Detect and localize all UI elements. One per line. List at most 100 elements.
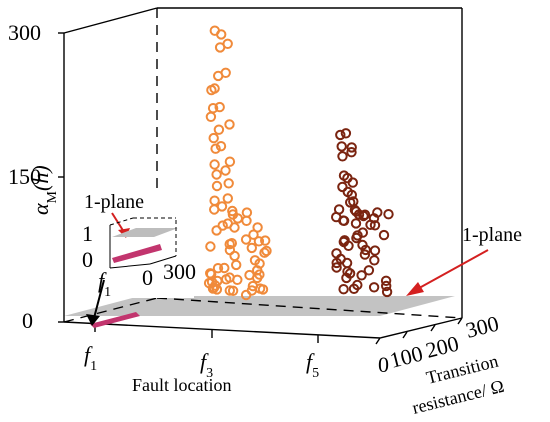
data-point-f5 xyxy=(343,240,354,252)
inset-y-tick-1: 1 xyxy=(82,221,93,246)
data-point-f3 xyxy=(222,38,233,49)
data-point-f3 xyxy=(259,247,270,258)
data-point-f5 xyxy=(359,249,371,260)
data-point-f5 xyxy=(345,197,356,208)
data-point-f5 xyxy=(359,209,371,220)
z-tick-label-100: 100 xyxy=(387,341,425,373)
data-point-f3 xyxy=(208,132,219,144)
data-point-f5 xyxy=(356,270,367,281)
z-axis-label-line2: resistance/ Ω xyxy=(410,376,506,418)
data-point-f5 xyxy=(383,209,394,220)
data-point-f3 xyxy=(214,101,225,113)
data-point-f3 xyxy=(232,213,244,224)
data-point-f3 xyxy=(215,141,227,152)
data-point-f5 xyxy=(365,219,376,231)
data-point-f3 xyxy=(220,165,231,176)
data-point-f5 xyxy=(357,227,368,238)
data-point-f5 xyxy=(358,210,369,222)
plane-annotation-arrow xyxy=(411,249,489,293)
data-point-f5 xyxy=(350,218,362,229)
data-point-f5 xyxy=(369,255,380,266)
data-point-f5 xyxy=(338,284,349,295)
data-point-f5 xyxy=(380,275,392,286)
data-point-f5 xyxy=(337,181,348,193)
data-point-f3 xyxy=(253,236,265,247)
inset-z-tick-300: 300 xyxy=(163,259,196,284)
data-point-f3 xyxy=(212,263,224,274)
data-point-f3 xyxy=(222,193,234,204)
data-point-f5 xyxy=(352,230,363,241)
data-point-f5 xyxy=(346,147,357,158)
data-point-f3 xyxy=(209,204,220,215)
data-point-f3 xyxy=(224,156,236,167)
data-point-f3 xyxy=(252,272,263,284)
data-point-f3 xyxy=(246,242,258,254)
y-axis-label-arg: (h) xyxy=(28,165,53,191)
data-point-f5 xyxy=(368,282,380,293)
data-point-f5 xyxy=(369,220,381,231)
data-point-f5 xyxy=(340,128,352,139)
data-point-f5 xyxy=(346,142,357,153)
data-point-f3 xyxy=(209,83,220,94)
data-point-f5 xyxy=(357,239,368,251)
inset-pointer-arrowhead xyxy=(86,314,100,326)
y-axis-label-sub: M xyxy=(45,190,60,203)
data-point-f5 xyxy=(342,266,353,277)
plane-annotation-label: 1-plane xyxy=(462,224,522,246)
x-axis-label: Fault location xyxy=(132,375,231,395)
y-axis-label: αM(h) xyxy=(28,165,60,215)
inset-plane xyxy=(112,228,178,237)
data-point-f3 xyxy=(211,180,223,192)
data-point-f3 xyxy=(261,245,272,257)
data-point-f3 xyxy=(260,235,271,246)
data-point-f3 xyxy=(240,234,252,245)
x-tick-label-f5: f5 xyxy=(306,349,319,381)
y-axis-label-symbol: α xyxy=(28,203,53,215)
plane-annotation-arrowhead xyxy=(406,282,424,296)
data-point-f5 xyxy=(363,265,375,276)
data-point-f3 xyxy=(205,241,216,252)
data-point-f3 xyxy=(210,143,221,154)
data-point-f3 xyxy=(241,207,253,218)
data-point-f3 xyxy=(240,289,252,301)
scatter-points xyxy=(203,25,394,301)
data-point-f3 xyxy=(231,259,242,271)
data-point-f3 xyxy=(221,274,232,285)
f1-data-bar xyxy=(90,312,140,328)
data-point-f5 xyxy=(331,211,342,223)
data-point-f3 xyxy=(224,119,235,130)
data-point-f3 xyxy=(209,159,220,170)
inset-y-tick-0: 0 xyxy=(82,247,93,272)
data-point-f5 xyxy=(369,245,381,256)
data-point-f5 xyxy=(341,257,353,269)
y-tick-label-150: 150 xyxy=(8,164,41,189)
data-point-f3 xyxy=(254,283,266,294)
y-tick-label-0: 0 xyxy=(22,308,33,333)
inset-x-tick: f1 xyxy=(98,268,111,300)
data-point-f3 xyxy=(249,255,261,266)
z-tick-marks xyxy=(375,317,463,345)
inset: 1-plane 1 0 0 300 f1 xyxy=(74,190,196,326)
data-point-f3 xyxy=(209,25,221,36)
data-point-f3 xyxy=(211,169,222,180)
data-point-f3 xyxy=(205,111,217,123)
data-point-f3 xyxy=(229,250,240,262)
data-point-f3 xyxy=(220,67,231,79)
data-point-f5 xyxy=(347,177,358,188)
data-point-f5 xyxy=(335,129,346,141)
data-point-f3 xyxy=(223,178,234,189)
data-point-f3 xyxy=(213,124,225,135)
data-point-f3 xyxy=(209,195,220,206)
inset-plane-label: 1-plane xyxy=(84,191,144,213)
data-point-f3 xyxy=(207,283,219,294)
data-point-f5 xyxy=(338,215,350,227)
data-point-f3 xyxy=(248,229,259,240)
inset-pointer-arrow xyxy=(93,279,105,319)
inset-z-tick-0: 0 xyxy=(142,265,153,290)
inset-data-bar xyxy=(112,244,162,263)
data-point-f3 xyxy=(224,285,236,296)
data-point-f5 xyxy=(381,280,392,292)
one-plane xyxy=(64,296,455,316)
data-point-f3 xyxy=(241,215,252,227)
